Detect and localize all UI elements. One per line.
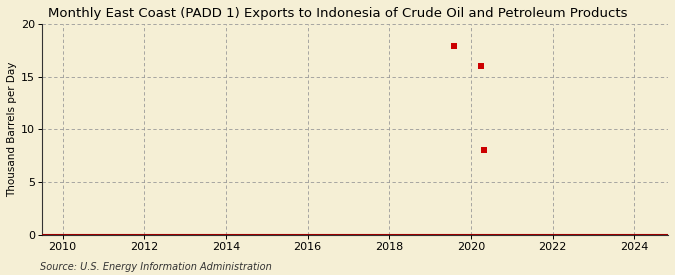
Y-axis label: Thousand Barrels per Day: Thousand Barrels per Day	[7, 62, 17, 197]
Text: Source: U.S. Energy Information Administration: Source: U.S. Energy Information Administ…	[40, 262, 272, 272]
Text: Monthly East Coast (PADD 1) Exports to Indonesia of Crude Oil and Petroleum Prod: Monthly East Coast (PADD 1) Exports to I…	[49, 7, 628, 20]
